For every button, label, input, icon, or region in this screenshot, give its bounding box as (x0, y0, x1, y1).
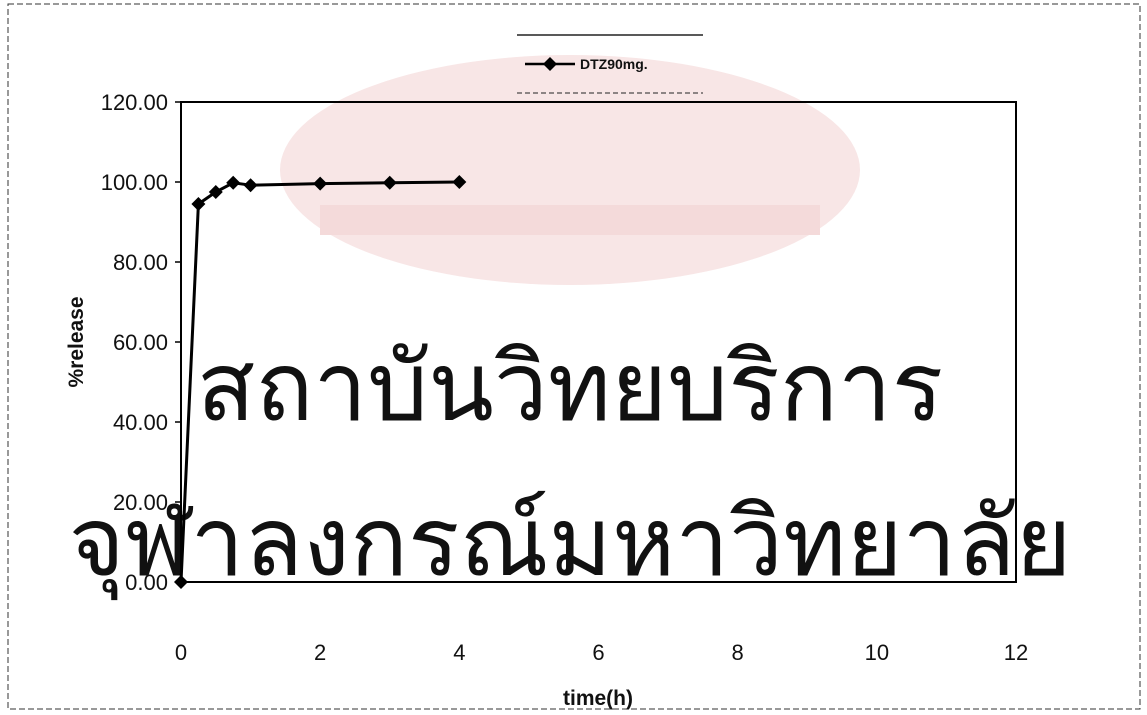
data-point-marker (243, 178, 258, 193)
data-point-marker (452, 175, 467, 189)
data-point-marker (226, 175, 241, 190)
data-point-marker (191, 197, 206, 211)
watermark-line-2: จุฬาลงกรณ์มหาวิทยาลัย (68, 489, 1071, 601)
watermark-emblem-base (320, 205, 820, 235)
legend: DTZ90mg. (517, 34, 703, 94)
y-tick-label: 60.00 (113, 330, 168, 355)
y-tick-label: 80.00 (113, 250, 168, 275)
y-tick-label: 40.00 (113, 410, 168, 435)
legend-label: DTZ90mg. (580, 56, 648, 72)
x-tick-label: 2 (314, 640, 326, 665)
x-tick-label: 12 (1004, 640, 1028, 665)
data-point-marker (208, 185, 223, 199)
chart-frame (7, 3, 1141, 710)
y-tick-label: 0.00 (125, 570, 168, 595)
x-axis-ticks: 0 2 4 6 8 10 12 (175, 640, 1028, 665)
y-axis-ticks: 0.00 20.00 40.00 60.00 80.00 100.00 120.00 (101, 90, 181, 595)
watermark: สถาบันวิทยบริการ จุฬาลงกรณ์มหาวิทยาลัย (68, 55, 1072, 601)
legend-symbol-marker (543, 57, 557, 71)
data-point-marker (313, 176, 328, 191)
x-tick-label: 0 (175, 640, 187, 665)
y-tick-label: 120.00 (101, 90, 168, 115)
watermark-line-1: สถาบันวิทยบริการ (197, 334, 944, 441)
x-tick-label: 8 (732, 640, 744, 665)
x-tick-label: 4 (453, 640, 465, 665)
y-tick-label: 20.00 (113, 490, 168, 515)
y-tick-label: 100.00 (101, 170, 168, 195)
x-axis-title: time(h) (563, 687, 633, 710)
x-tick-label: 10 (865, 640, 889, 665)
x-tick-label: 6 (592, 640, 604, 665)
series-group (174, 175, 467, 589)
watermark-emblem (280, 55, 860, 285)
y-axis-title: %release (65, 296, 88, 387)
data-point-marker (174, 575, 188, 589)
data-point-marker (382, 175, 397, 190)
